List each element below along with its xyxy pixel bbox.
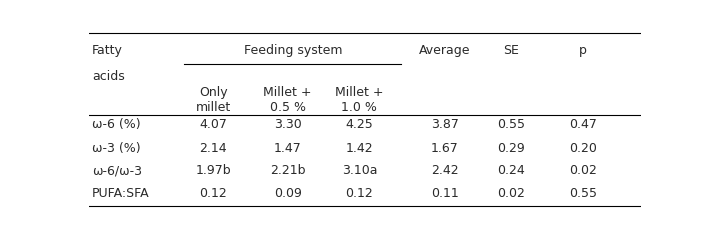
Text: Only
millet: Only millet <box>196 86 231 114</box>
Text: 0.02: 0.02 <box>569 164 597 177</box>
Text: 0.47: 0.47 <box>569 118 597 131</box>
Text: acids: acids <box>92 69 125 83</box>
Text: 0.20: 0.20 <box>569 142 597 155</box>
Text: 4.25: 4.25 <box>345 118 373 131</box>
Text: 0.24: 0.24 <box>497 164 525 177</box>
Text: 1.47: 1.47 <box>274 142 301 155</box>
Text: Fatty: Fatty <box>92 44 122 57</box>
Text: Millet +
1.0 %: Millet + 1.0 % <box>335 86 384 114</box>
Text: 0.55: 0.55 <box>497 118 525 131</box>
Text: ω-6/ω-3: ω-6/ω-3 <box>92 164 142 177</box>
Text: 0.02: 0.02 <box>497 187 525 200</box>
Text: 1.67: 1.67 <box>431 142 459 155</box>
Text: Average: Average <box>419 44 471 57</box>
Text: 0.12: 0.12 <box>345 187 373 200</box>
Text: 0.12: 0.12 <box>199 187 227 200</box>
Text: ω-6 (%): ω-6 (%) <box>92 118 140 131</box>
Text: Feeding system: Feeding system <box>244 44 342 57</box>
Text: 0.55: 0.55 <box>569 187 597 200</box>
Text: 3.87: 3.87 <box>431 118 459 131</box>
Text: 1.42: 1.42 <box>345 142 373 155</box>
Text: 0.09: 0.09 <box>273 187 302 200</box>
Text: 2.42: 2.42 <box>431 164 459 177</box>
Text: PUFA:SFA: PUFA:SFA <box>92 187 150 200</box>
Text: ω-3 (%): ω-3 (%) <box>92 142 140 155</box>
Text: 3.30: 3.30 <box>274 118 301 131</box>
Text: 2.14: 2.14 <box>199 142 227 155</box>
Text: 4.07: 4.07 <box>199 118 227 131</box>
Text: SE: SE <box>503 44 519 57</box>
Text: 0.11: 0.11 <box>431 187 459 200</box>
Text: p: p <box>579 44 587 57</box>
Text: 3.10a: 3.10a <box>342 164 377 177</box>
Text: 2.21b: 2.21b <box>270 164 305 177</box>
Text: 1.97b: 1.97b <box>195 164 231 177</box>
Text: Millet +
0.5 %: Millet + 0.5 % <box>263 86 312 114</box>
Text: 0.29: 0.29 <box>497 142 525 155</box>
